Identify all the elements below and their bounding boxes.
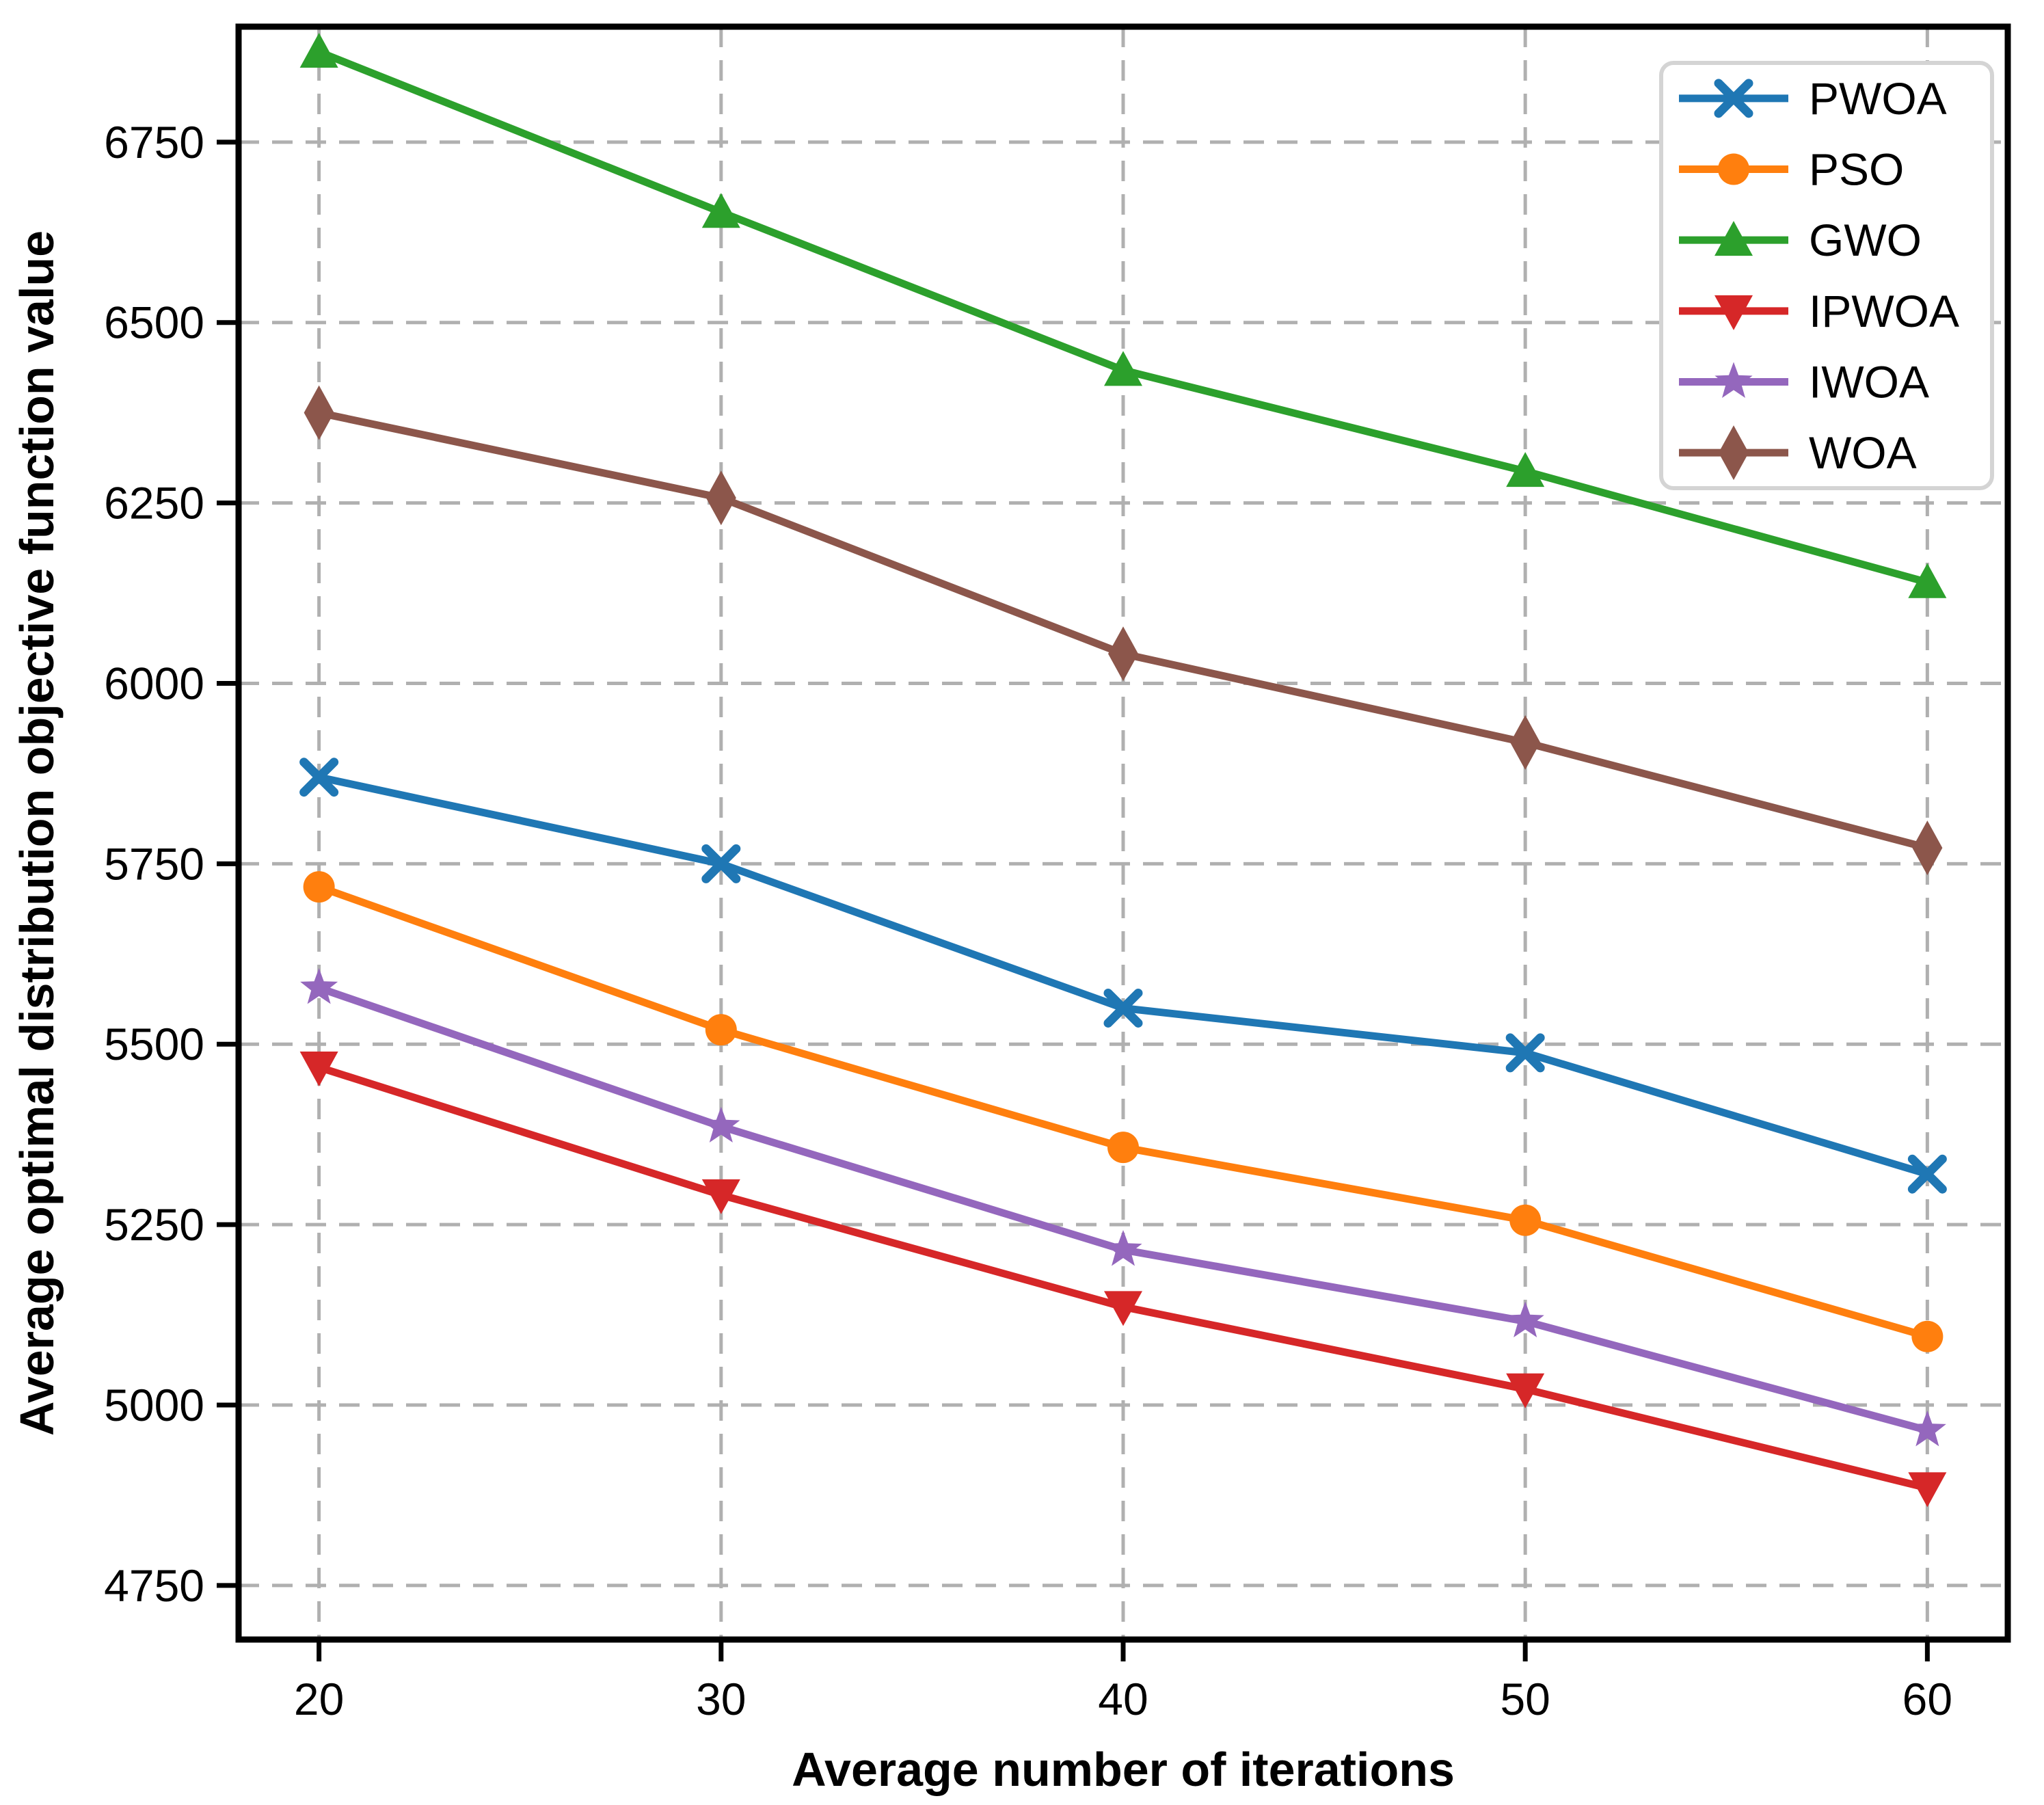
x-tick-label: 50 bbox=[1500, 1674, 1550, 1724]
y-tick-label: 6500 bbox=[104, 297, 204, 348]
x-tick-label: 30 bbox=[696, 1674, 746, 1724]
series-iwoa bbox=[300, 967, 1946, 1447]
thin-diamond-marker-icon bbox=[705, 470, 736, 526]
x-marker-icon bbox=[1505, 1033, 1545, 1073]
circle-marker-icon bbox=[1718, 153, 1749, 185]
tick-marks bbox=[217, 139, 1930, 1661]
thin-diamond-marker-icon bbox=[1108, 626, 1138, 682]
x-marker-icon bbox=[1714, 79, 1753, 118]
y-tick-label: 6250 bbox=[104, 478, 204, 529]
legend-label: PWOA bbox=[1809, 73, 1947, 124]
thin-diamond-marker-icon bbox=[1510, 715, 1541, 771]
y-axis-label: Average optimal distribution objective f… bbox=[10, 230, 64, 1436]
triangle-up-marker-icon bbox=[1908, 563, 1947, 598]
triangle-down-marker-icon bbox=[1714, 295, 1753, 330]
star-marker-icon bbox=[1506, 1301, 1544, 1337]
x-tick-label: 60 bbox=[1902, 1674, 1952, 1724]
circle-marker-icon bbox=[1107, 1132, 1139, 1164]
x-axis-label: Average number of iterations bbox=[792, 1743, 1455, 1796]
y-tick-label: 5500 bbox=[104, 1019, 204, 1069]
circle-marker-icon bbox=[303, 871, 335, 903]
series-gwo bbox=[299, 32, 1947, 598]
legend-item-woa: WOA bbox=[1679, 425, 1917, 481]
triangle-down-marker-icon bbox=[1104, 1291, 1142, 1326]
legend-label: IPWOA bbox=[1809, 286, 1959, 336]
triangle-up-marker-icon bbox=[1714, 221, 1753, 256]
triangle-up-marker-icon bbox=[1506, 452, 1545, 487]
legend-item-pso: PSO bbox=[1679, 144, 1904, 195]
triangle-up-marker-icon bbox=[701, 193, 740, 228]
series-ipwoa bbox=[299, 1052, 1947, 1508]
triangle-up-marker-icon bbox=[1104, 351, 1142, 386]
x-marker-icon bbox=[1103, 988, 1143, 1028]
star-marker-icon bbox=[1104, 1230, 1142, 1266]
legend-label: IWOA bbox=[1809, 357, 1929, 407]
series-woa bbox=[304, 385, 1943, 876]
legend-item-iwoa: IWOA bbox=[1679, 357, 1929, 407]
thin-diamond-marker-icon bbox=[1719, 425, 1749, 481]
y-tick-label: 6750 bbox=[104, 117, 204, 168]
x-marker-icon bbox=[1907, 1154, 1947, 1194]
series-pso bbox=[303, 871, 1944, 1352]
legend: PWOA PSO GWO IPWOA IWOA WOA bbox=[1659, 61, 1994, 490]
star-marker-icon bbox=[300, 967, 338, 1004]
series-pwoa bbox=[299, 758, 1947, 1194]
legend-label: WOA bbox=[1809, 427, 1917, 478]
triangle-down-marker-icon bbox=[299, 1052, 338, 1087]
circle-marker-icon bbox=[705, 1014, 737, 1046]
circle-marker-icon bbox=[1911, 1320, 1944, 1352]
thin-diamond-marker-icon bbox=[1912, 820, 1943, 876]
y-tick-label: 5750 bbox=[104, 838, 204, 889]
triangle-down-marker-icon bbox=[1506, 1373, 1545, 1408]
circle-marker-icon bbox=[1509, 1204, 1542, 1236]
legend-box bbox=[1659, 61, 1994, 490]
y-tick-label: 4750 bbox=[104, 1560, 204, 1611]
y-tick-label: 6000 bbox=[104, 658, 204, 708]
triangle-down-marker-icon bbox=[1908, 1472, 1947, 1508]
tick-labels: 4750 5000 5250 5500 5750 6000 6250 6500 6750 20 30… bbox=[104, 117, 1952, 1724]
series-group bbox=[299, 32, 1947, 1508]
legend-item-gwo: GWO bbox=[1679, 215, 1922, 265]
x-tick-label: 40 bbox=[1098, 1674, 1148, 1724]
legend-item-pwoa: PWOA bbox=[1679, 73, 1947, 124]
legend-label: PSO bbox=[1809, 144, 1904, 195]
y-tick-label: 5250 bbox=[104, 1199, 204, 1250]
triangle-down-marker-icon bbox=[701, 1179, 740, 1214]
star-marker-icon bbox=[1908, 1410, 1946, 1447]
legend-item-ipwoa: IPWOA bbox=[1679, 286, 1959, 336]
x-marker-icon bbox=[701, 844, 741, 883]
thin-diamond-marker-icon bbox=[304, 385, 334, 440]
star-marker-icon bbox=[702, 1106, 740, 1142]
star-marker-icon bbox=[1714, 362, 1753, 398]
triangle-up-marker-icon bbox=[299, 32, 338, 68]
x-tick-label: 20 bbox=[294, 1674, 344, 1724]
y-tick-label: 5000 bbox=[104, 1380, 204, 1430]
x-marker-icon bbox=[299, 758, 339, 797]
legend-label: GWO bbox=[1809, 215, 1922, 265]
